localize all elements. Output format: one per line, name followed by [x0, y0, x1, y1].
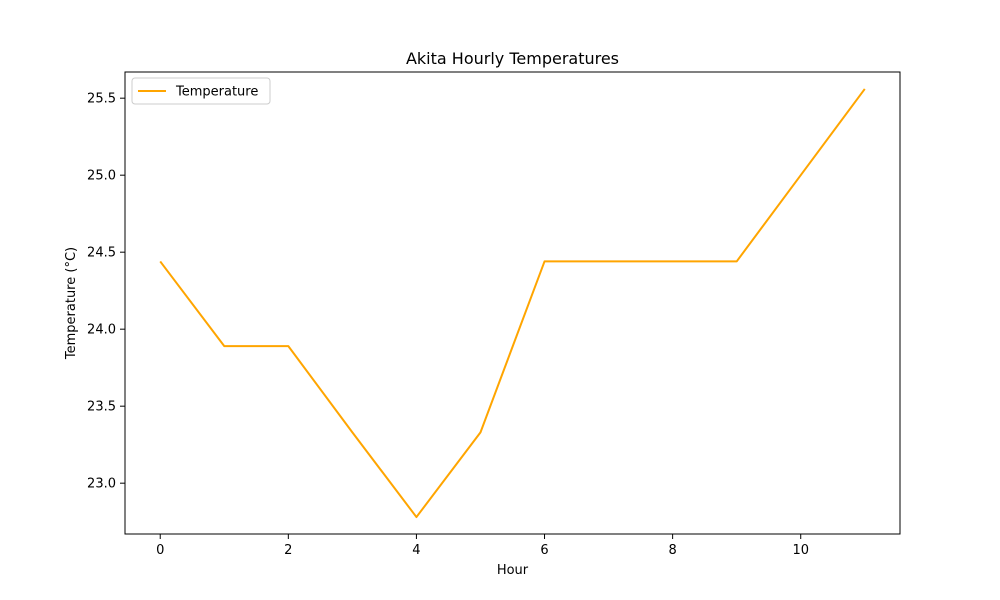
x-tick-label: 2 [284, 543, 292, 558]
y-axis-label: Temperature (°C) [64, 247, 79, 360]
y-tick-label: 24.0 [87, 323, 116, 338]
y-tick-label: 23.0 [87, 477, 116, 492]
plot-background [125, 72, 900, 534]
y-tick-label: 25.0 [87, 169, 116, 184]
y-tick-label: 23.5 [87, 400, 116, 415]
chart-title: Akita Hourly Temperatures [406, 49, 619, 68]
x-axis-label: Hour [497, 563, 529, 578]
y-axis: 23.0 23.5 24.0 24.5 25.0 25.5 [87, 92, 125, 492]
legend: Temperature [131, 77, 271, 105]
legend-box [131, 77, 271, 105]
series-layer [159, 88, 866, 519]
plot-frame [124, 71, 901, 535]
x-tick-label: 10 [792, 543, 809, 558]
y-tick-label: 24.5 [87, 246, 116, 261]
legend-label-temperature: Temperature [175, 85, 258, 100]
plot-area [125, 72, 900, 534]
series-line-temperature [159, 88, 866, 519]
x-tick-label: 6 [540, 543, 548, 558]
x-tick-label: 0 [156, 543, 164, 558]
x-tick-label: 4 [412, 543, 420, 558]
y-tick-label: 25.5 [87, 92, 116, 107]
x-tick-label: 8 [668, 543, 676, 558]
x-axis: 0 2 4 6 8 10 [156, 534, 809, 558]
